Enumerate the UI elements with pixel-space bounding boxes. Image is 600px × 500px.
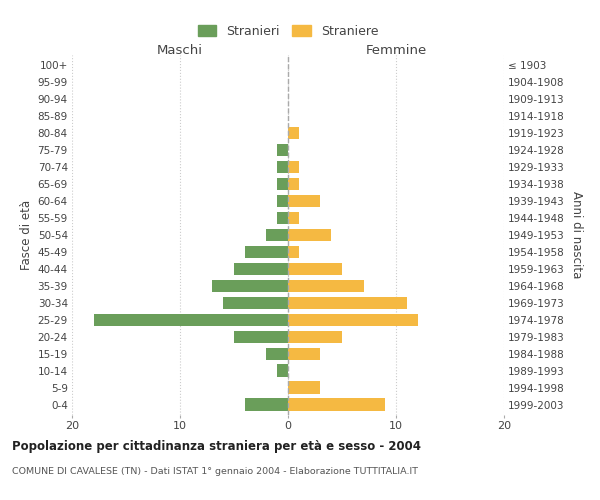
Bar [94, 314, 288, 326]
Bar [277, 212, 288, 224]
Bar [288, 228, 331, 241]
Bar [288, 398, 385, 411]
Bar [288, 330, 342, 344]
Bar [288, 262, 342, 276]
Bar [288, 348, 320, 360]
Bar [288, 126, 299, 140]
Text: Popolazione per cittadinanza straniera per età e sesso - 2004: Popolazione per cittadinanza straniera p… [12, 440, 421, 453]
Y-axis label: Fasce di età: Fasce di età [20, 200, 34, 270]
Bar [245, 398, 288, 411]
Bar [288, 246, 299, 258]
Bar [288, 212, 299, 224]
Bar [277, 144, 288, 156]
Bar [288, 296, 407, 310]
Bar [277, 364, 288, 377]
Bar [245, 246, 288, 258]
Bar [288, 382, 320, 394]
Bar [223, 296, 288, 310]
Bar [266, 228, 288, 241]
Legend: Stranieri, Straniere: Stranieri, Straniere [194, 21, 382, 42]
Bar [288, 280, 364, 292]
Text: COMUNE DI CAVALESE (TN) - Dati ISTAT 1° gennaio 2004 - Elaborazione TUTTITALIA.I: COMUNE DI CAVALESE (TN) - Dati ISTAT 1° … [12, 468, 418, 476]
Bar [234, 262, 288, 276]
Text: Femmine: Femmine [365, 44, 427, 57]
Text: Maschi: Maschi [157, 44, 203, 57]
Bar [288, 314, 418, 326]
Bar [212, 280, 288, 292]
Bar [288, 160, 299, 173]
Y-axis label: Anni di nascita: Anni di nascita [571, 192, 583, 278]
Bar [288, 194, 320, 207]
Bar [277, 194, 288, 207]
Bar [288, 178, 299, 190]
Bar [277, 160, 288, 173]
Bar [234, 330, 288, 344]
Bar [266, 348, 288, 360]
Bar [277, 178, 288, 190]
